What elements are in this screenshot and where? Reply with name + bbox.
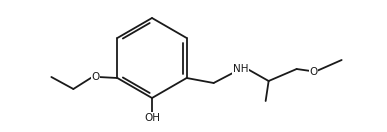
Text: NH: NH <box>233 64 248 74</box>
Text: O: O <box>310 67 318 77</box>
Text: O: O <box>91 72 99 82</box>
Text: OH: OH <box>144 113 160 123</box>
